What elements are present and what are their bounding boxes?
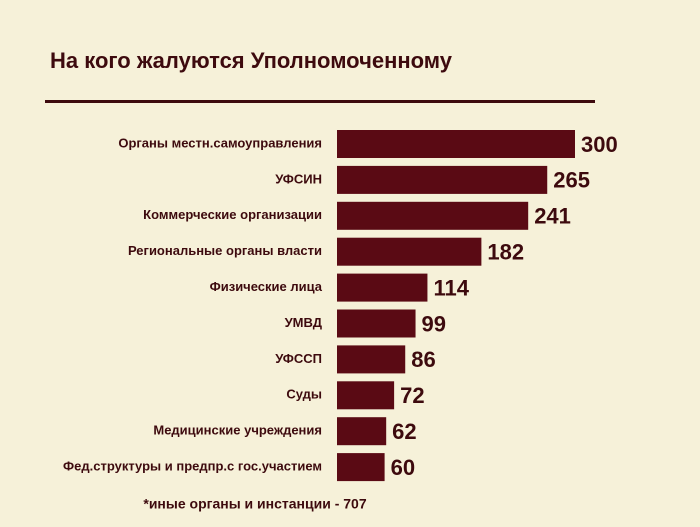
bar (337, 273, 428, 302)
bar (337, 345, 406, 374)
value-label: 99 (422, 311, 446, 336)
footnote: *иные органы и инстанции - 707 (143, 496, 366, 512)
value-label: 72 (400, 383, 424, 408)
value-label: 241 (534, 204, 571, 229)
bar (337, 165, 548, 194)
category-label: Коммерческие организации (143, 207, 322, 222)
category-label: УФСИН (275, 171, 322, 186)
bar (337, 381, 395, 410)
bar (337, 417, 387, 446)
value-label: 300 (581, 132, 618, 157)
bar (337, 130, 575, 158)
value-label: 62 (392, 419, 416, 444)
bar (337, 453, 385, 482)
value-label: 265 (553, 168, 590, 193)
bar (337, 309, 416, 338)
category-label: Фед.структуры и предпр.с гос.участием (63, 459, 322, 474)
value-label: 60 (391, 455, 415, 480)
category-label: УМВД (285, 315, 323, 330)
bar (337, 237, 482, 266)
category-label: Органы местн.самоуправления (118, 135, 322, 150)
title-rule (45, 100, 595, 103)
value-label: 114 (433, 275, 469, 300)
category-label: УФССП (275, 351, 322, 366)
category-label: Физические лица (210, 279, 323, 294)
category-label: Медицинские учреждения (153, 423, 322, 438)
value-label: 86 (411, 347, 435, 372)
value-label: 182 (487, 240, 524, 265)
bar (337, 201, 529, 230)
chart-title: На кого жалуются Уполномоченному (50, 48, 453, 73)
category-label: Региональные органы власти (128, 243, 322, 258)
category-label: Суды (286, 387, 322, 402)
